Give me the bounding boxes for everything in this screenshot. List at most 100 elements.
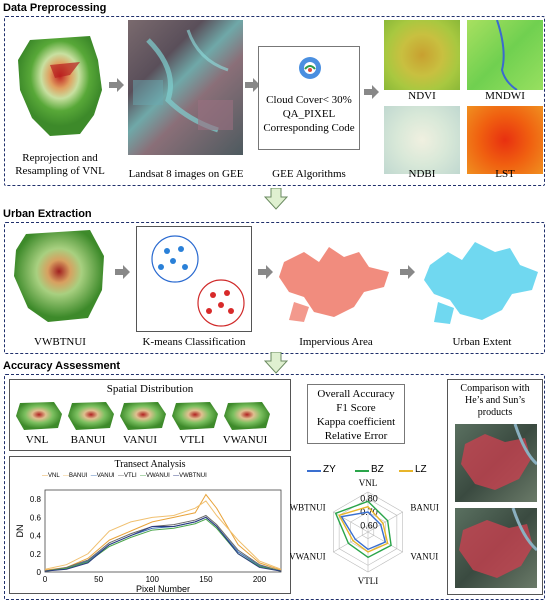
comparison-title-3: products	[477, 407, 513, 418]
he-product-image	[455, 424, 537, 502]
radar-series-bz	[334, 500, 392, 559]
transect-title: Transect Analysis	[114, 459, 186, 470]
comparison-title-2: He’s and Sun’s	[465, 395, 525, 406]
comparison-title-1: Comparison with	[460, 383, 530, 394]
radar-series-lz	[338, 505, 389, 553]
vnl-map-image	[18, 36, 102, 136]
spatial-label-vwanui: VWANUI	[222, 434, 268, 446]
transect-ylabel: DN	[15, 525, 25, 538]
spatial-label-vnl: VNL	[25, 434, 49, 446]
ndvi-label: NDVI	[408, 90, 436, 102]
legend-vnl: —	[42, 473, 48, 479]
radar-axis	[333, 531, 369, 553]
radar-axis-label: VWBTNUI	[290, 503, 326, 513]
down-arrow-icon	[264, 352, 288, 374]
radar-axis-label: VTLI	[358, 576, 379, 586]
section-title-extraction: Urban Extraction	[3, 208, 92, 220]
radar-axis-label: BANUI	[410, 503, 439, 513]
accuracy-frame	[4, 374, 545, 600]
transect-series-vtli	[44, 514, 282, 572]
transect-legend: —VNL —BANUI —VANUI —VTLI —VWANUI —VWBTNU…	[42, 473, 207, 479]
mndwi-map-image	[467, 19, 543, 91]
landsat-caption: Landsat 8 images on GEE	[128, 168, 244, 180]
legend-vwanui: VWANUI	[145, 473, 170, 479]
metric-relative-error: Relative Error	[324, 430, 388, 442]
transect-xtick: 200	[253, 575, 267, 584]
right-arrow-icon	[109, 78, 124, 92]
preprocessing-frame	[4, 16, 545, 186]
radar-axis-label: VANUI	[410, 552, 438, 562]
transect-series-vwbtnui	[44, 516, 282, 572]
gee-gear-icon	[299, 57, 321, 79]
extraction-caption-vwbtnui: VWBTNUI	[34, 336, 86, 348]
vwbtnui-map-image	[14, 230, 104, 322]
extraction-caption-kmeans: K-means Classification	[142, 336, 246, 348]
transect-xtick: 50	[94, 575, 103, 584]
sun-product-image	[455, 508, 537, 588]
ndbi-label: NDBI	[408, 168, 436, 180]
ndvi-map-image	[384, 20, 460, 90]
radar-legend-zy: ZY	[323, 464, 336, 475]
transect-xtick: 150	[199, 575, 213, 584]
radar-axis	[367, 511, 403, 533]
transect-series-vnl	[44, 493, 282, 571]
radar-ring-label: 0.70	[360, 507, 378, 517]
radar-axis-label: VNL	[359, 478, 378, 488]
radar-legend-bz: BZ	[371, 464, 384, 475]
ndbi-map-image	[384, 106, 460, 174]
lst-label: LST	[495, 168, 515, 180]
extraction-caption-urban-extent: Urban Extent	[452, 336, 512, 348]
urban-extent-map	[424, 242, 538, 324]
legend-banui: BANUI	[69, 473, 88, 479]
radar-axis-label: VWANUI	[290, 552, 326, 562]
gee-caption: GEE Algorithms	[272, 168, 346, 180]
down-arrow-icon	[264, 188, 288, 210]
section-title-preprocessing: Data Preprocessing	[3, 2, 107, 14]
transect-xlabel: Pixel Number	[136, 584, 190, 592]
metric-overall-accuracy: Overall Accuracy	[317, 388, 395, 400]
right-arrow-icon	[245, 78, 260, 92]
spatial-thumbnails	[16, 402, 270, 430]
landsat-image	[128, 20, 243, 155]
transect-ytick: 0.8	[30, 495, 42, 504]
transect-xtick: 0	[43, 575, 48, 584]
spatial-label-banui: BANUI	[70, 434, 106, 446]
radar-chart: VNL BANUI VANUI VTLI VWANUI VWBTNUI 0.80 0.70 0.…	[290, 478, 439, 586]
transect-ytick: 0.6	[30, 513, 42, 522]
gee-line-cloud: Cloud Cover< 30%	[266, 94, 352, 106]
radar-ring-label: 0.60	[360, 520, 378, 530]
right-arrow-icon	[115, 265, 130, 279]
right-arrow-icon	[364, 85, 379, 99]
spatial-label-vanui: VANUI	[122, 434, 158, 446]
metric-kappa: Kappa coefficient	[316, 416, 396, 428]
metrics-box: Overall Accuracy F1 Score Kappa coeffici…	[307, 384, 405, 444]
lst-map-image	[467, 106, 543, 174]
transect-chart: 0 0.2 0.4 0.6 0.8 0 50 100 150 200 DN Pixel Number	[15, 489, 282, 592]
gee-algorithm-box: Cloud Cover< 30% QA_PIXEL Corresponding …	[258, 46, 360, 150]
mndwi-label: MNDWI	[485, 90, 525, 102]
extraction-caption-impervious: Impervious Area	[299, 336, 373, 348]
transect-panel	[9, 456, 291, 594]
transect-ytick: 0	[37, 568, 42, 577]
transect-xtick: 100	[146, 575, 160, 584]
section-title-accuracy: Accuracy Assessment	[3, 360, 120, 372]
transect-series-banui	[44, 500, 282, 570]
kmeans-box	[136, 226, 252, 332]
radar-legend-lz: LZ	[415, 464, 427, 475]
vnl-caption-1: Reprojection and	[22, 152, 98, 164]
spatial-title: Spatial Distribution	[106, 383, 194, 395]
legend-vanui: VANUI	[96, 473, 115, 479]
radar-legend: ZY BZ LZ	[305, 464, 440, 476]
gee-line-qa: QA_PIXEL	[282, 108, 336, 120]
spatial-label-vtli: VTLI	[179, 434, 205, 446]
right-arrow-icon	[400, 265, 415, 279]
transect-plot-frame	[44, 489, 282, 573]
transect-ytick: 0.4	[30, 532, 42, 541]
transect-ytick: 0.2	[30, 550, 42, 559]
impervious-area-map	[279, 247, 389, 322]
gee-line-code: Corresponding Code	[263, 122, 355, 134]
legend-vwbtnui: VWBTNUI	[179, 473, 207, 479]
legend-vtli: VTLI	[123, 473, 137, 479]
right-arrow-icon	[258, 265, 273, 279]
radar-ring-label: 0.80	[360, 494, 378, 504]
